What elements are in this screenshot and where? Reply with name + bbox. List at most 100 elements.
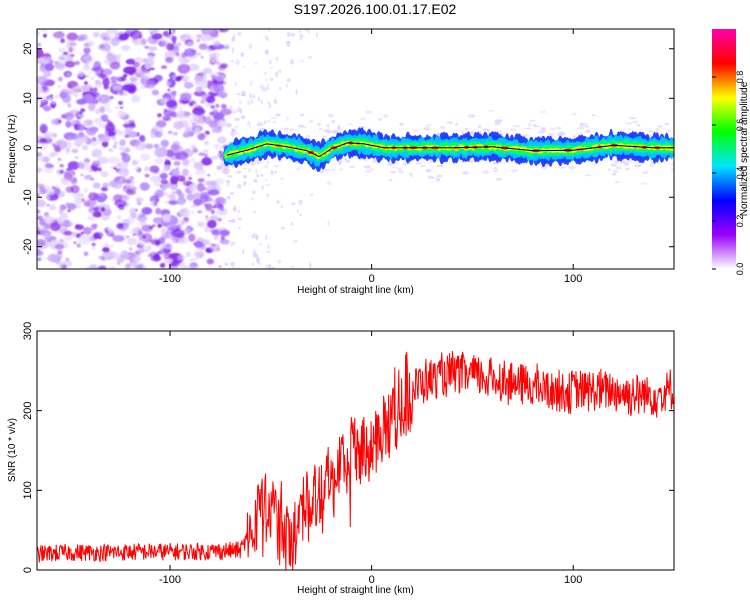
noise-speckle: [144, 173, 150, 178]
noise-speckle: [266, 250, 271, 253]
noise-speckle: [177, 192, 185, 199]
noise-speckle: [253, 210, 257, 213]
noise-speckle: [80, 108, 86, 113]
noise-speckle: [157, 113, 162, 118]
noise-speckle: [98, 99, 102, 103]
noise-speckle: [253, 179, 258, 183]
noise-speckle: [266, 37, 270, 42]
noise-speckle: [190, 158, 197, 163]
noise-speckle: [73, 92, 79, 98]
noise-speckle: [172, 153, 176, 156]
signal-halo: [607, 167, 612, 172]
signal-halo: [323, 169, 332, 171]
noise-speckle: [205, 197, 213, 202]
noise-speckle: [224, 44, 229, 48]
noise-speckle: [166, 43, 175, 51]
noise-speckle: [53, 187, 61, 195]
noise-speckle: [98, 135, 111, 143]
noise-speckle: [100, 207, 106, 212]
noise-speckle: [90, 177, 95, 181]
noise-speckle: [203, 187, 207, 191]
noise-speckle: [297, 209, 299, 213]
noise-speckle: [216, 208, 228, 216]
noise-speckle: [212, 40, 221, 47]
noise-speckle: [83, 47, 91, 54]
noise-speckle: [247, 100, 251, 106]
noise-speckle: [168, 194, 176, 199]
noise-speckle: [53, 61, 59, 64]
noise-speckle: [55, 185, 60, 188]
noise-speckle: [167, 130, 173, 135]
signal-halo: [579, 122, 584, 127]
noise-speckle: [207, 189, 220, 196]
noise-speckle: [61, 93, 72, 104]
noise-speckle: [112, 85, 123, 91]
noise-speckle: [119, 227, 127, 232]
noise-speckle: [168, 172, 173, 175]
noise-speckle: [153, 178, 163, 187]
noise-speckle: [70, 87, 80, 94]
noise-speckle: [93, 117, 103, 124]
noise-speckle: [46, 204, 50, 207]
noise-speckle: [307, 29, 311, 34]
noise-speckle: [290, 202, 296, 206]
noise-speckle: [197, 221, 204, 228]
noise-speckle: [98, 122, 108, 129]
noise-speckle: [140, 153, 150, 161]
noise-speckle: [286, 31, 291, 38]
signal-halo: [639, 182, 648, 185]
signal-halo: [572, 135, 577, 139]
noise-speckle: [37, 199, 46, 208]
noise-speckle: [92, 246, 95, 250]
noise-speckle: [234, 82, 237, 87]
noise-speckle: [163, 164, 171, 172]
signal-halo: [568, 165, 576, 170]
noise-speckle: [37, 96, 43, 102]
spectrogram-y-tick-label: 20: [22, 43, 34, 55]
noise-speckle: [93, 74, 97, 77]
noise-speckle: [139, 242, 145, 246]
noise-speckle: [63, 172, 73, 181]
noise-speckle: [197, 237, 204, 242]
signal-halo: [636, 124, 641, 127]
noise-speckle: [211, 127, 217, 134]
signal-halo: [409, 172, 413, 177]
noise-speckle: [51, 104, 56, 109]
noise-speckle: [231, 60, 235, 63]
signal-halo: [462, 171, 469, 175]
noise-speckle: [161, 186, 167, 191]
noise-speckle: [270, 77, 274, 82]
noise-speckle: [139, 135, 146, 143]
noise-speckle: [110, 135, 117, 141]
signal-halo: [326, 124, 330, 128]
noise-speckle: [91, 67, 97, 72]
noise-speckle: [191, 211, 195, 215]
signal-halo: [309, 193, 314, 197]
noise-speckle: [84, 158, 90, 164]
signal-halo: [664, 122, 670, 125]
noise-speckle: [271, 266, 275, 269]
noise-speckle: [84, 174, 93, 180]
noise-speckle: [37, 230, 41, 235]
signal-halo: [625, 167, 630, 170]
noise-speckle: [274, 97, 277, 104]
spectrogram-y-tick-label: -20: [22, 239, 34, 255]
noise-speckle: [300, 60, 305, 63]
colorbar-tick-label: 0.4: [735, 167, 745, 180]
noise-speckle: [267, 101, 271, 104]
noise-speckle: [197, 133, 206, 141]
noise-speckle: [82, 145, 88, 151]
signal-halo: [393, 162, 398, 165]
noise-speckle: [153, 202, 158, 207]
noise-speckle: [261, 185, 264, 190]
noise-speckle: [82, 55, 95, 63]
noise-speckle: [280, 177, 284, 181]
noise-speckle: [193, 103, 198, 107]
colorbar-tick-label: 0.6: [735, 119, 745, 132]
noise-speckle: [97, 265, 107, 269]
noise-speckle: [130, 30, 143, 40]
noise-speckle: [88, 169, 93, 173]
noise-speckle: [195, 86, 203, 93]
noise-speckle: [276, 200, 280, 205]
